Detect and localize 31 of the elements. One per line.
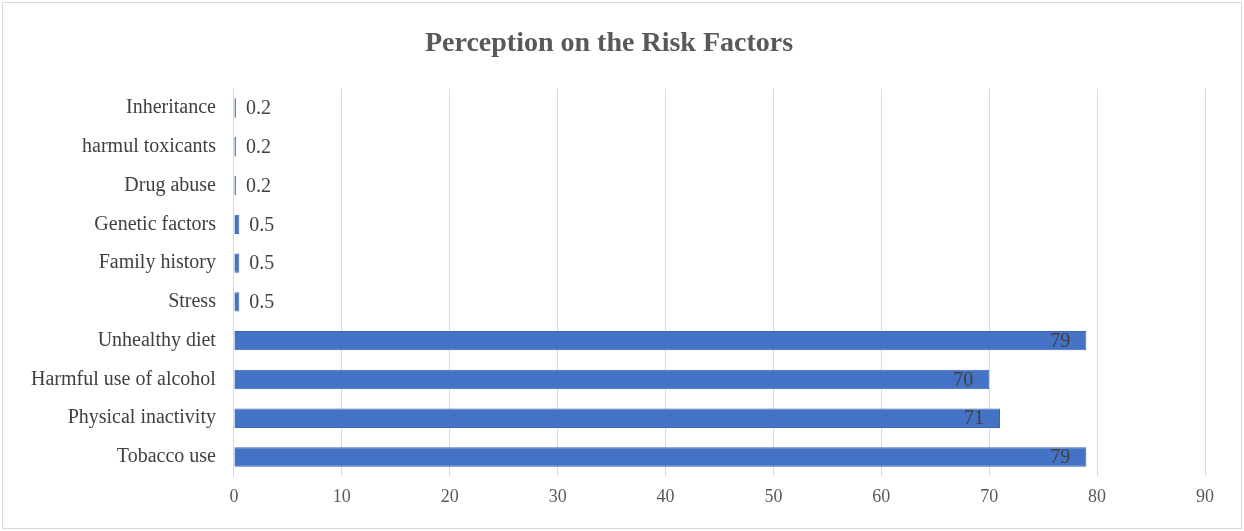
- data-label: 0.2: [246, 173, 272, 196]
- x-tick-label: 40: [656, 485, 675, 506]
- x-tick-label: 10: [332, 485, 351, 506]
- data-label: 71: [964, 406, 984, 429]
- y-tick-label: Genetic factors: [94, 211, 217, 234]
- y-tick-label: Tobacco use: [116, 444, 217, 467]
- data-label: 0.2: [246, 96, 272, 119]
- y-tick-label: harmul toxicants: [82, 134, 217, 157]
- x-tick-label: 60: [872, 485, 891, 506]
- y-tick-label: Stress: [168, 289, 217, 312]
- y-tick-label: Physical inactivity: [67, 405, 216, 429]
- data-label: 79: [1050, 445, 1071, 468]
- data-label: 70: [953, 367, 974, 390]
- data-label: 0.5: [249, 290, 275, 313]
- chart-title: Perception on the Risk Factors: [424, 26, 794, 58]
- data-label: 0.2: [246, 135, 272, 158]
- x-tick-label: 0: [229, 485, 239, 506]
- y-tick-label: Unhealthy diet: [97, 327, 217, 351]
- x-tick-label: 70: [980, 485, 999, 506]
- x-tick-label: 50: [764, 485, 783, 506]
- y-tick-label: Family history: [98, 250, 216, 274]
- data-label: 0.5: [249, 212, 275, 235]
- y-tick-label: Drug abuse: [124, 172, 217, 196]
- y-tick-label: Inheritance: [125, 95, 217, 118]
- x-tick-label: 20: [440, 485, 459, 506]
- x-tick-label: 30: [548, 485, 567, 506]
- data-label: 0.5: [249, 251, 275, 274]
- x-tick-label: 80: [1088, 485, 1107, 506]
- x-tick-label: 90: [1196, 485, 1214, 506]
- data-label: 79: [1050, 328, 1071, 351]
- y-tick-label: Harmful use of alcohol: [30, 366, 217, 389]
